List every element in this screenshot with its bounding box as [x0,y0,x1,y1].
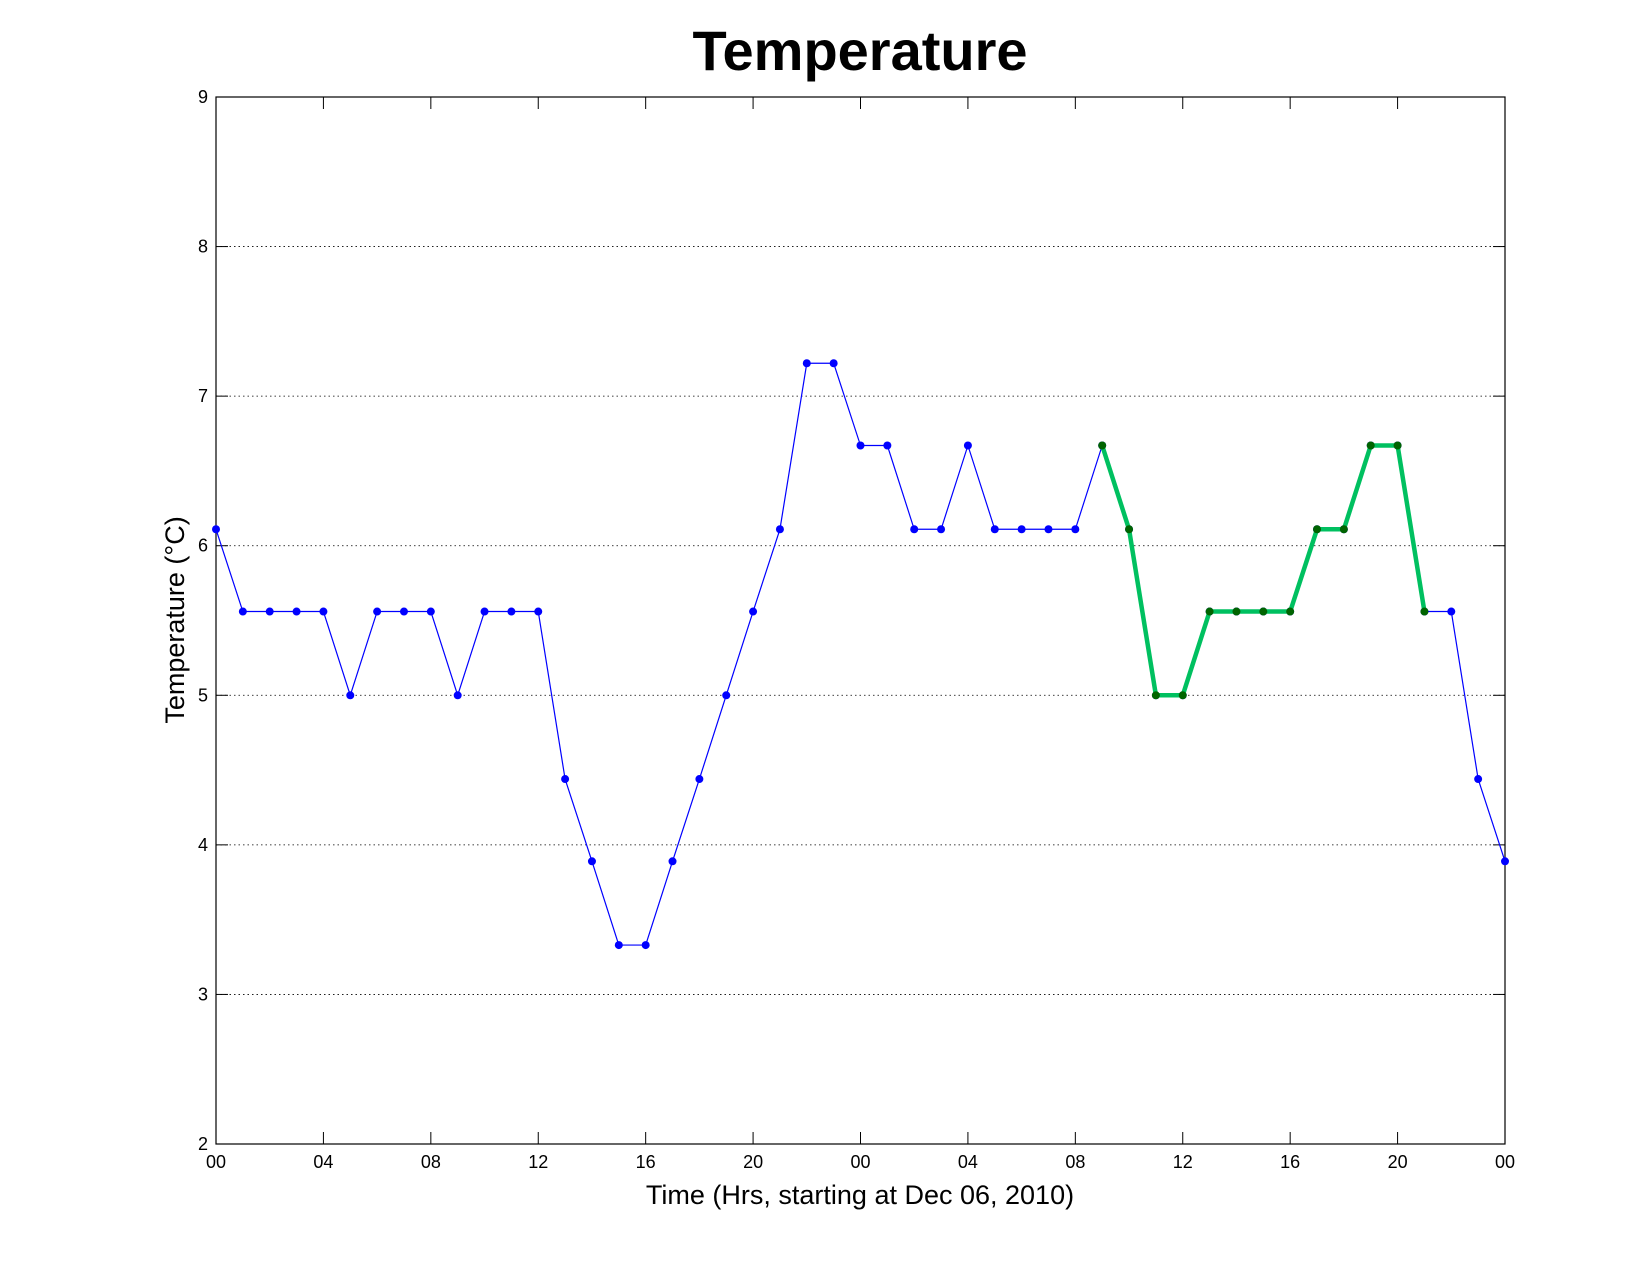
x-tick-label: 16 [1280,1152,1300,1172]
series-1-point [1044,525,1053,534]
plot-frame [215,96,1506,1145]
series-1-point [265,607,274,616]
series-1-point [1474,775,1483,784]
x-tick-label: 04 [958,1152,978,1172]
series-1-point [453,691,462,700]
x-tick-label: 04 [313,1152,333,1172]
series-2-point [1125,525,1134,534]
x-axis-label: Time (Hrs, starting at Dec 06, 2010) [646,1180,1074,1210]
series-1-point [883,441,892,450]
series-1-point [426,607,435,616]
series-1-point [775,525,784,534]
series-2-point [1393,441,1402,450]
y-axis-label: Temperature (°C) [160,516,190,723]
x-tick-labels: 00 04 08 12 16 20 00 04 08 12 16 20 00 [206,1152,1515,1172]
series-1-point [507,607,516,616]
series-1-point [937,525,946,534]
series-1-point [534,607,543,616]
series-1-point [990,525,999,534]
series-1-point [587,857,596,866]
series-2-point [1366,441,1375,450]
x-tick-label: 20 [743,1152,763,1172]
series-2-point [1259,607,1268,616]
y-tick-label: 7 [198,386,208,406]
series-1-point [238,607,247,616]
y-tick-label: 9 [198,87,208,107]
chart-title: Temperature [692,19,1027,82]
series-1-point [399,607,408,616]
series-2-point [1420,607,1429,616]
x-tick-label: 16 [636,1152,656,1172]
x-tick-label: 12 [1173,1152,1193,1172]
y-tick-label: 4 [198,835,208,855]
series-1-point [614,941,623,950]
series-1-point [829,359,838,368]
x-tick-label: 08 [421,1152,441,1172]
series-1-point [1501,857,1509,866]
series-1-point [346,691,355,700]
x-tick-label: 12 [528,1152,548,1172]
y-tick-label: 5 [198,685,208,705]
x-tick-label: 00 [1495,1152,1515,1172]
series-layer [212,359,1509,950]
series-1-point [963,441,972,450]
series-2-point [1313,525,1322,534]
series-2-point [1339,525,1348,534]
series-1-point [292,607,301,616]
series-1-point [695,775,704,784]
series-1-point [480,607,489,616]
series-1-point [749,607,758,616]
series-1-point [856,441,865,450]
y-tick-labels: 2 3 4 5 6 7 8 9 [198,87,208,1154]
plot-area [216,97,1505,1144]
series-2-point [1178,691,1187,700]
series-2-point [1286,607,1295,616]
y-tick-label: 6 [198,536,208,556]
series-1-point [722,691,731,700]
y-tick-label: 8 [198,237,208,257]
series-1-point [561,775,570,784]
series-2-point [1232,607,1241,616]
series-1-point [641,941,650,950]
x-tick-label: 00 [850,1152,870,1172]
series-1-point [910,525,919,534]
series-2-point [1205,607,1214,616]
x-tick-label: 08 [1065,1152,1085,1172]
series-1-point [1447,607,1456,616]
series-1-point [1071,525,1080,534]
series-1-point [802,359,811,368]
grid-lines [216,246,1505,995]
x-tick-label: 00 [206,1152,226,1172]
series-1-point [1017,525,1026,534]
y-tick-label: 3 [198,984,208,1004]
y-tick-label: 2 [198,1134,208,1154]
series-2-point [1151,691,1160,700]
series-1-point [668,857,677,866]
series-1-point [319,607,328,616]
series-1-point [212,525,220,534]
series-1-point [373,607,382,616]
series-2-point [1098,441,1107,450]
x-tick-label: 20 [1388,1152,1408,1172]
